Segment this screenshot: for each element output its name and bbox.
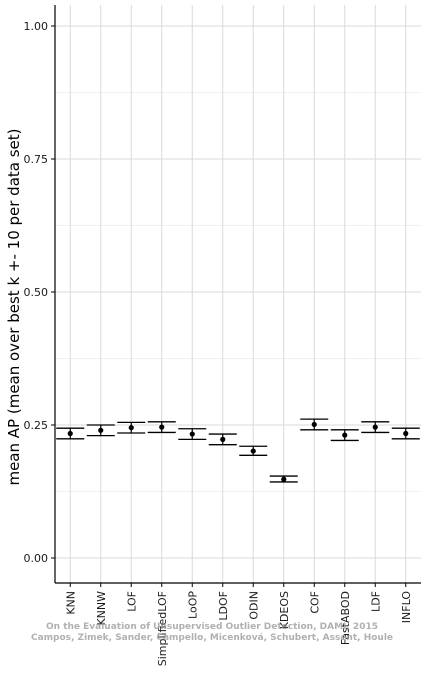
x-tick-label-LoOP: LoOP <box>186 591 199 619</box>
data-marks <box>56 418 420 483</box>
x-tick-label-INFLO: INFLO <box>400 591 413 624</box>
y-ticks: 0.00 0.25 0.50 0.75 1.00 <box>24 20 55 565</box>
mean-point-LDOF <box>220 436 226 442</box>
x-tick-label-ODIN: ODIN <box>247 591 260 620</box>
y-axis-label: mean AP (mean over best k +- 10 per data… <box>5 128 23 485</box>
y-tick-label-4: 1.00 <box>24 20 49 33</box>
x-tick-label-SimplifiedLOF: SimplifiedLOF <box>156 591 169 666</box>
mean-point-INFLO <box>403 430 409 437</box>
mean-point-KNNW <box>98 427 104 433</box>
mean-point-LDF <box>372 424 378 430</box>
watermark-line-1: On the Evaluation of Unsupervised Outlie… <box>46 622 378 632</box>
y-tick-label-2: 0.50 <box>24 286 49 299</box>
mean-point-KNN <box>67 430 73 437</box>
y-tick-label-1: 0.25 <box>24 419 49 432</box>
x-tick-label-COF: COF <box>308 591 321 614</box>
y-tick-label-3: 0.75 <box>24 153 49 166</box>
axes <box>54 5 421 584</box>
grid <box>55 5 421 583</box>
x-tick-label-LOF: LOF <box>125 591 138 612</box>
x-tick-label-KDEOS: KDEOS <box>278 591 291 629</box>
x-tick-label-LDF: LDF <box>369 591 382 612</box>
x-tick-label-KNNW: KNNW <box>95 591 108 626</box>
watermark-line-2: Campos, Zimek, Sander, Campello, Micenko… <box>30 633 394 643</box>
y-tick-label-0: 0.00 <box>24 552 49 565</box>
mean-point-KDEOS <box>281 476 287 482</box>
mean-point-LoOP <box>189 431 195 437</box>
mean-point-SimplifiedLOF <box>159 424 165 430</box>
x-ticks: KNN KNNW LOF SimplifiedLOF LoOP LDOF ODIN KDEOS… <box>64 583 413 666</box>
mean-point-COF <box>311 421 317 428</box>
x-tick-label-LDOF: LDOF <box>217 591 230 621</box>
mean-point-LOF <box>128 425 134 431</box>
mean-point-FastABOD <box>342 432 348 438</box>
mean-point-ODIN <box>250 448 256 454</box>
x-tick-label-KNN: KNN <box>64 591 77 615</box>
x-tick-label-FastABOD: FastABOD <box>339 591 352 645</box>
